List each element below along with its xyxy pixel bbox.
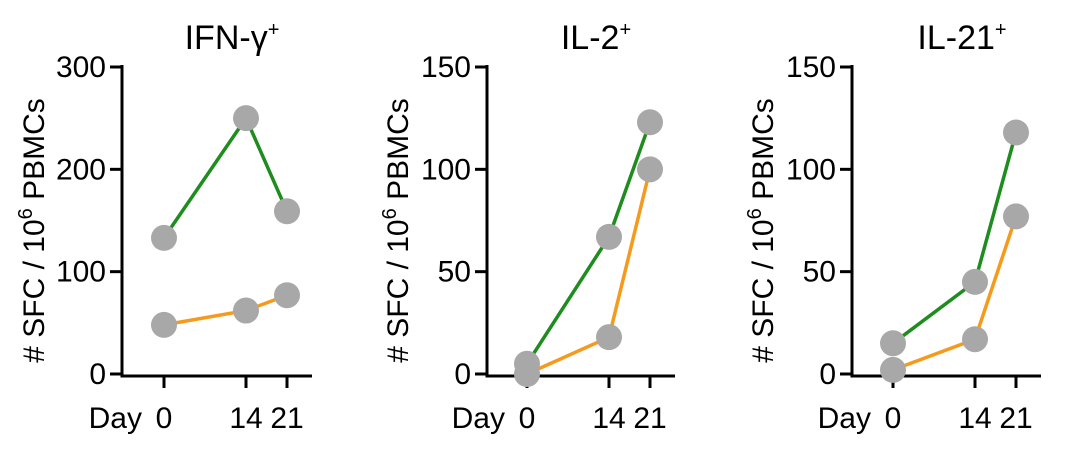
panel-ifn-gamma: IFN-γ+ 0 100 200 300 0 14 21 Day # SFC / 106 PBMC…	[15, 19, 312, 435]
y-tick-label: 100	[56, 256, 106, 289]
y-tick-label: 50	[803, 256, 836, 289]
y-tick-label: 150	[421, 51, 471, 84]
x-axis-label: Day	[89, 402, 142, 435]
data-point	[962, 268, 988, 295]
y-axis-label: # SFC / 106 PBMCs	[379, 98, 415, 363]
data-point	[637, 156, 663, 183]
x-tick-label: 0	[156, 402, 173, 435]
chart-title: IL-21+	[917, 19, 1006, 57]
x-axis-label: Day	[452, 402, 505, 435]
y-tick-label: 200	[56, 153, 106, 186]
x-tick-label: 14	[592, 402, 625, 435]
series-line-green	[162, 116, 289, 239]
y-axis-label: # SFC / 106 PBMCs	[15, 98, 51, 363]
data-point	[233, 297, 259, 324]
data-point	[596, 324, 622, 351]
data-point	[514, 361, 540, 387]
data-point	[637, 109, 663, 136]
chart-title: IL-2+	[561, 19, 631, 57]
data-point	[880, 330, 906, 357]
x-tick-label: 14	[229, 402, 262, 435]
y-tick-label: 0	[89, 358, 106, 391]
x-tick-label: 14	[958, 402, 991, 435]
data-point	[274, 198, 300, 225]
data-point	[1003, 119, 1029, 146]
data-point	[1003, 203, 1029, 230]
y-tick-label: 100	[786, 153, 836, 186]
y-tick-label: 150	[786, 51, 836, 84]
panel-il-21: IL-21+ 0 50 100 150 0 14 21 Day # SFC / 106 PBMCs	[744, 19, 1041, 435]
series-line-green	[891, 132, 1018, 345]
data-point	[962, 326, 988, 353]
data-point	[151, 224, 177, 251]
x-tick-label: 0	[885, 402, 902, 435]
data-point	[233, 105, 259, 132]
y-tick-label: 50	[438, 256, 471, 289]
x-tick-label: 0	[519, 402, 536, 435]
data-point	[274, 282, 300, 309]
y-axis-label: # SFC / 106 PBMCs	[744, 98, 780, 363]
y-tick-label: 0	[819, 358, 836, 391]
series-line-orange	[892, 215, 1018, 372]
x-tick-label: 21	[270, 402, 303, 435]
x-tick-label: 21	[633, 402, 666, 435]
series-line-orange	[163, 293, 288, 327]
data-point	[151, 311, 177, 338]
y-tick-label: 300	[56, 51, 106, 84]
chart-title: IFN-γ+	[185, 19, 280, 57]
x-tick-label: 21	[999, 402, 1032, 435]
x-axis-label: Day	[818, 402, 871, 435]
data-point	[880, 356, 906, 383]
y-tick-label: 100	[421, 153, 471, 186]
panel-il-2: IL-2+ 0 50 100 150 0 14 21 Day # SFC / 106 PBMCs	[379, 19, 675, 435]
data-point	[596, 223, 622, 250]
y-tick-label: 0	[454, 358, 471, 391]
